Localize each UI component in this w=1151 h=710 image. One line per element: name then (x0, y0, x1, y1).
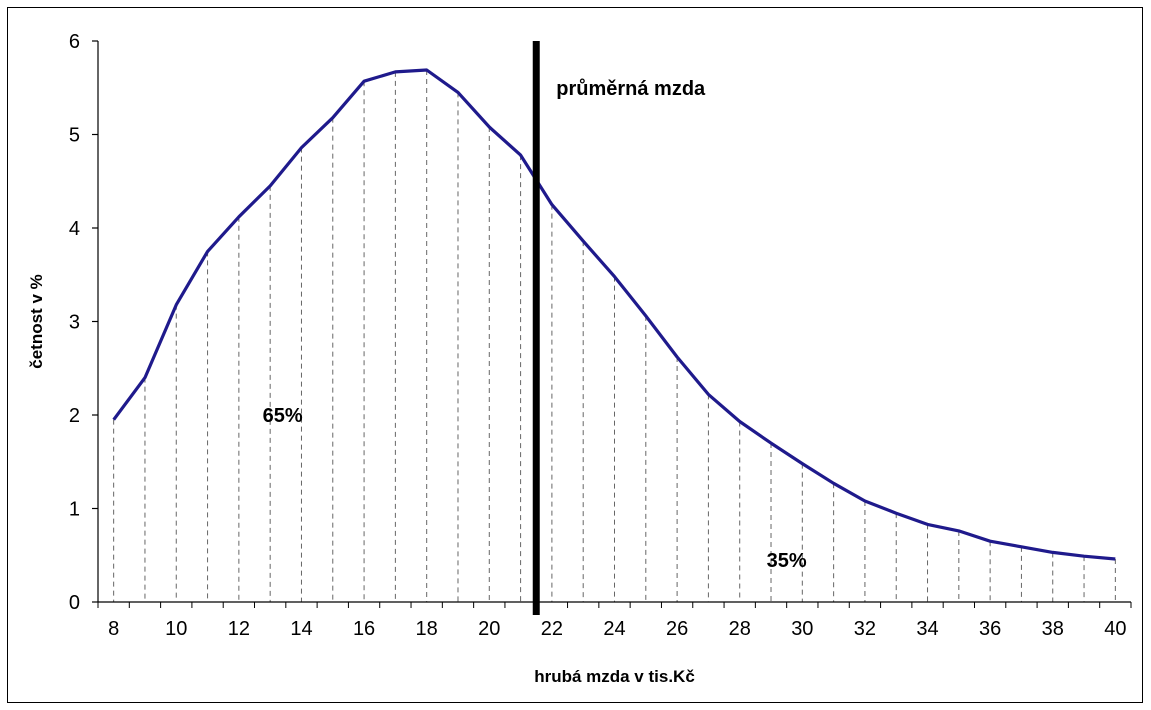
x-tick-label: 14 (290, 618, 312, 640)
x-tick-label: 8 (108, 618, 119, 640)
x-tick-label: 26 (666, 618, 688, 640)
x-tick-label: 34 (916, 618, 938, 640)
y-axis-title: četnost v % (27, 274, 46, 368)
x-tick-label: 12 (228, 618, 250, 640)
x-tick-label: 30 (791, 618, 813, 640)
axes (92, 40, 1132, 608)
annotation-35-percent: 35% (767, 550, 807, 572)
series-line (112, 68, 1116, 561)
x-tick-label: 28 (729, 618, 751, 640)
x-tick-label: 32 (854, 618, 876, 640)
x-tick-label: 18 (416, 618, 438, 640)
drop-lines (113, 69, 1116, 602)
x-tick-label: 20 (478, 618, 500, 640)
annotation-65-percent: 65% (263, 405, 303, 427)
x-tick-label: 22 (541, 618, 563, 640)
x-tick-label: 10 (165, 618, 187, 640)
y-tick-label: 3 (69, 312, 80, 334)
x-tick-label: 16 (353, 618, 375, 640)
y-tick-label: 5 (69, 125, 80, 147)
x-tick-label: 36 (979, 618, 1001, 640)
y-tick-label: 1 (69, 499, 80, 521)
x-tick-label: 38 (1042, 618, 1064, 640)
x-axis-title: hrubá mzda v tis.Kč (534, 667, 695, 686)
y-tick-label: 6 (69, 31, 80, 53)
x-tick-label: 24 (603, 618, 625, 640)
chart-frame (7, 7, 1143, 703)
average-wage-label: průměrná mzda (556, 78, 706, 100)
y-tick-label: 2 (69, 405, 80, 427)
x-tick-label: 40 (1104, 618, 1126, 640)
y-tick-label: 4 (69, 218, 80, 240)
y-tick-label: 0 (69, 592, 80, 614)
